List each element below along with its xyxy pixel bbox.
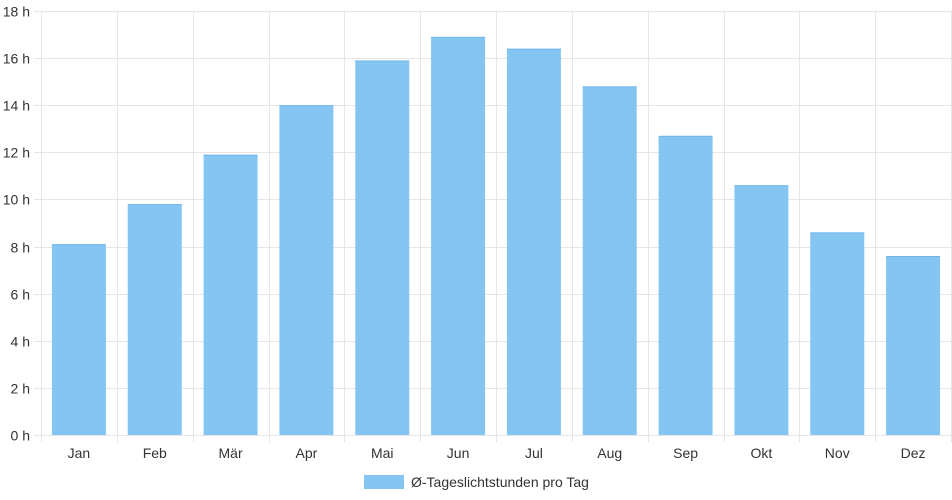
x-tick-label: Sep bbox=[673, 445, 698, 461]
bar-okt[interactable] bbox=[734, 185, 789, 435]
y-tick-label: 18 h bbox=[3, 4, 30, 20]
legend-label[interactable]: Ø-Tageslichtstunden pro Tag bbox=[411, 474, 589, 490]
bar-feb[interactable] bbox=[127, 204, 182, 435]
x-tick-label: Aug bbox=[597, 445, 622, 461]
bar-dez[interactable] bbox=[886, 255, 941, 435]
bar-aug[interactable] bbox=[582, 86, 637, 435]
legend[interactable]: Ø-Tageslichtstunden pro Tag bbox=[364, 474, 589, 490]
x-tick-label: Nov bbox=[825, 445, 850, 461]
y-tick-label: 8 h bbox=[11, 240, 30, 256]
y-tick-label: 10 h bbox=[3, 192, 30, 208]
x-tick-label: Apr bbox=[296, 445, 318, 461]
bar-mär[interactable] bbox=[203, 154, 258, 435]
bar-nov[interactable] bbox=[810, 232, 865, 435]
x-tick-label: Jan bbox=[68, 445, 91, 461]
bar-jun[interactable] bbox=[431, 36, 486, 436]
bar-jul[interactable] bbox=[506, 48, 561, 435]
x-tick-label: Jul bbox=[525, 445, 543, 461]
y-tick-label: 4 h bbox=[11, 334, 30, 350]
bar-mai[interactable] bbox=[355, 60, 410, 435]
y-tick-label: 14 h bbox=[3, 98, 30, 114]
x-tick-label: Dez bbox=[901, 445, 926, 461]
y-tick-label: 0 h bbox=[11, 428, 30, 444]
x-tick-label: Mai bbox=[371, 445, 394, 461]
y-axis-tick-labels: 0 h 2 h 4 h 6 h 8 h 10 h 12 h 14 h 16 h 18 h bbox=[3, 4, 30, 444]
x-tick-label: Mär bbox=[219, 445, 243, 461]
x-tick-label: Feb bbox=[143, 445, 167, 461]
y-tick-label: 2 h bbox=[11, 381, 30, 397]
bar-apr[interactable] bbox=[279, 105, 334, 435]
bars bbox=[51, 36, 941, 436]
bar-jan[interactable] bbox=[51, 244, 106, 435]
x-tick-label: Okt bbox=[751, 445, 773, 461]
y-tick-label: 12 h bbox=[3, 145, 30, 161]
y-tick-label: 6 h bbox=[11, 287, 30, 303]
x-tick-label: Jun bbox=[447, 445, 470, 461]
x-axis-tick-labels: Jan Feb Mär Apr Mai Jun Jul Aug Sep Okt Nov Dez bbox=[68, 445, 926, 461]
legend-swatch[interactable] bbox=[364, 475, 404, 489]
y-tick-label: 16 h bbox=[3, 51, 30, 67]
bar-sep[interactable] bbox=[658, 135, 713, 435]
